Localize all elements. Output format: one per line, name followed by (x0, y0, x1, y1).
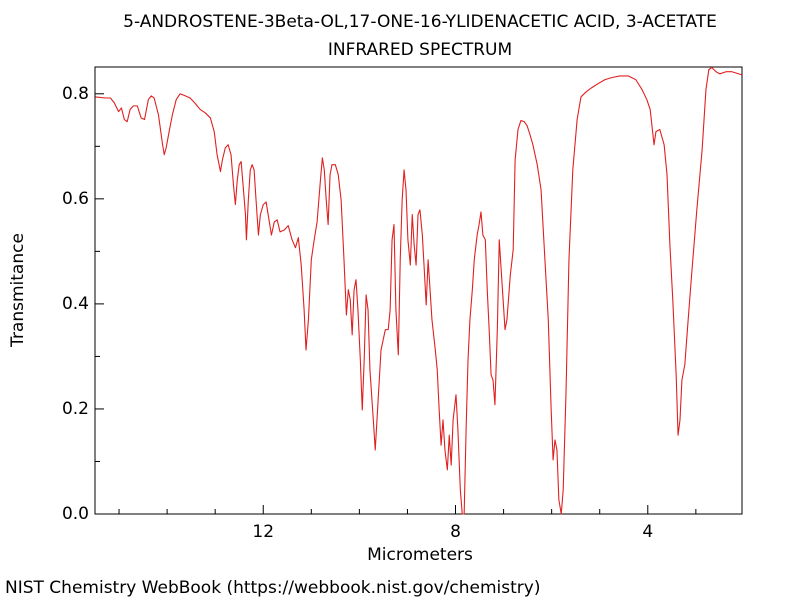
y-tick-label: 0.0 (62, 504, 89, 524)
y-tick-label: 0.8 (62, 84, 89, 104)
chart-title: 5-ANDROSTENE-3Beta-OL,17-ONE-16-YLIDENAC… (123, 12, 717, 32)
x-axis-label: Micrometers (367, 545, 473, 565)
chart-subtitle: INFRARED SPECTRUM (328, 40, 512, 60)
x-tick-label: 8 (450, 522, 461, 542)
plot-frame (94, 66, 743, 515)
spectrum-line (95, 66, 743, 515)
source-note: NIST Chemistry WebBook (https://webbook.… (5, 578, 540, 598)
x-tick-label: 12 (252, 522, 274, 542)
y-tick-label: 0.6 (62, 189, 89, 209)
y-tick-label: 0.2 (62, 399, 89, 419)
y-axis-label: Transmitance (8, 233, 28, 348)
x-tick-label: 4 (642, 522, 653, 542)
y-tick-label: 0.4 (62, 294, 89, 314)
